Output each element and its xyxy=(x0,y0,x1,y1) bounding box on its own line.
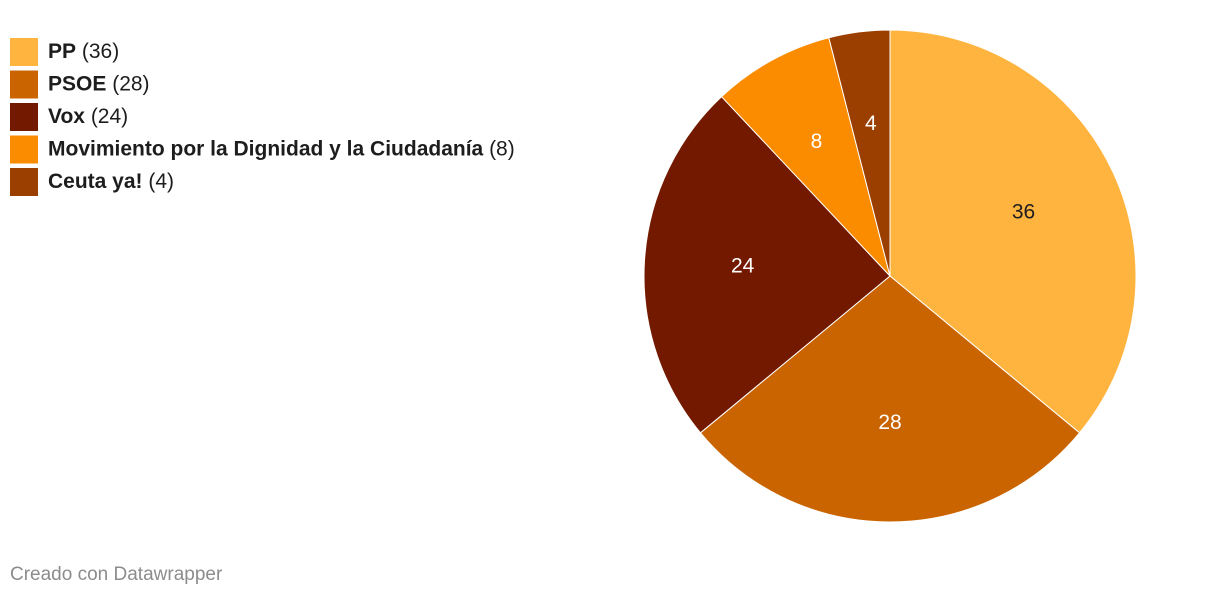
legend-value: (28) xyxy=(112,72,149,95)
pie-slice xyxy=(699,275,1081,523)
legend-entry: PSOE (28) xyxy=(48,72,150,95)
legend-name: Vox xyxy=(48,105,85,128)
legend-value: (36) xyxy=(82,40,119,63)
slice-label: 4 xyxy=(865,112,877,135)
slice-label: 28 xyxy=(878,411,901,434)
pie-slice xyxy=(889,29,1137,434)
slice-label: 8 xyxy=(811,130,823,153)
legend-swatch xyxy=(10,38,38,66)
legend-name: Movimiento por la Dignidad y la Ciudadan… xyxy=(48,137,484,160)
legend-name: PSOE xyxy=(48,72,106,95)
pie-slice xyxy=(720,37,891,277)
legend-value: (8) xyxy=(489,137,515,160)
legend-swatch xyxy=(10,70,38,99)
legend-value: (24) xyxy=(91,105,128,128)
legend-entry: Vox (24) xyxy=(48,105,128,128)
slice-label: 36 xyxy=(1012,201,1035,224)
legend-name: PP xyxy=(48,40,76,63)
legend-swatch xyxy=(10,135,38,164)
legend-name: Ceuta ya! xyxy=(48,170,143,193)
legend-swatch xyxy=(10,168,38,196)
slice-label: 24 xyxy=(731,254,755,277)
pie-slice xyxy=(828,29,891,277)
legend-swatch xyxy=(10,103,38,131)
credit: Creado con Datawrapper xyxy=(10,564,223,585)
legend-value: (4) xyxy=(148,170,174,193)
legend-entry: Movimiento por la Dignidad y la Ciudadan… xyxy=(48,137,515,160)
legend-entry: Ceuta ya! (4) xyxy=(48,170,174,193)
legend-entry: PP (36) xyxy=(48,40,119,63)
pie-slice xyxy=(643,95,891,434)
